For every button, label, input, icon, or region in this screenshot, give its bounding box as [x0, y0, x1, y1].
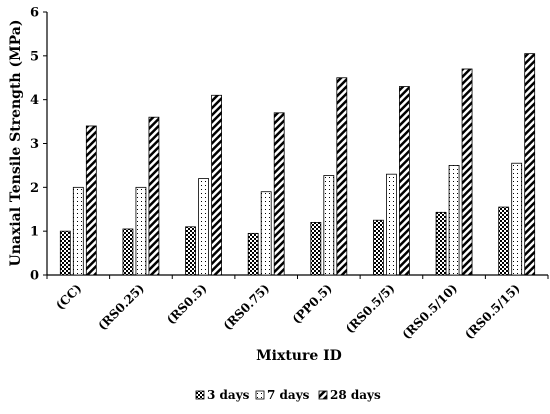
bar-7-days-7 — [511, 162, 523, 276]
axis-labels: Unaxial Tensile Strength (MPa) Mixture I… — [8, 20, 342, 364]
y-tick-label: 4 — [30, 93, 39, 108]
bar-3-days-0 — [59, 230, 71, 276]
y-tick-label: 3 — [30, 137, 39, 152]
bar-28-days-3 — [273, 112, 285, 276]
bar-3-days-6 — [435, 211, 447, 276]
bar-3-days-5 — [373, 219, 384, 276]
x-tick-label: (CC) — [53, 281, 84, 312]
legend-swatch-7-days — [255, 390, 265, 400]
x-axis-title: Mixture ID — [256, 348, 342, 364]
legend-swatch-28-days — [318, 390, 328, 400]
y-tick-label: 0 — [30, 269, 39, 284]
y-tick-label: 5 — [30, 49, 39, 64]
x-tick-label: (RS0.5/15) — [462, 281, 523, 342]
x-tick-label: (RS0.25) — [95, 281, 147, 333]
legend-label: 7 days — [267, 388, 310, 402]
bar-28-days-1 — [148, 116, 160, 276]
y-axis-title: Unaxial Tensile Strength (MPa) — [8, 20, 24, 267]
bar-28-days-5 — [399, 86, 410, 276]
bar-3-days-1 — [122, 228, 134, 276]
bar-7-days-3 — [260, 191, 272, 276]
bar-28-days-2 — [211, 94, 222, 276]
x-tick-label: (PP0.5) — [289, 281, 334, 326]
bar-7-days-5 — [386, 173, 397, 276]
bar-3-days-7 — [498, 206, 510, 276]
y-tick-label: 1 — [30, 225, 39, 240]
x-tick-label: (RS0.5) — [164, 281, 210, 327]
x-tick-label: (RS0.75) — [221, 281, 273, 333]
y-tick-label: 2 — [30, 181, 39, 196]
x-tick-label: (RS0.5/5) — [343, 281, 398, 336]
bar-3-days-4 — [310, 221, 322, 276]
bar-7-days-6 — [448, 165, 460, 276]
bar-28-days-0 — [85, 125, 97, 276]
y-tick-label: 6 — [30, 6, 39, 21]
legend-swatch-3-days — [195, 390, 205, 400]
legend-label: 28 days — [330, 388, 381, 402]
x-tick-label: (RS0.5/10) — [399, 281, 460, 342]
bar-3-days-2 — [185, 226, 196, 276]
legend-label: 3 days — [207, 388, 250, 402]
bar-28-days-4 — [336, 77, 348, 276]
bar-28-days-6 — [461, 68, 473, 276]
bars — [59, 53, 536, 276]
bar-3-days-3 — [247, 232, 259, 276]
bar-28-days-7 — [524, 53, 536, 276]
bar-7-days-0 — [72, 186, 84, 276]
bar-7-days-2 — [198, 178, 209, 276]
bar-7-days-4 — [323, 175, 335, 276]
legend: 3 days 7 days 28 days — [195, 388, 381, 402]
bar-7-days-1 — [135, 186, 147, 276]
